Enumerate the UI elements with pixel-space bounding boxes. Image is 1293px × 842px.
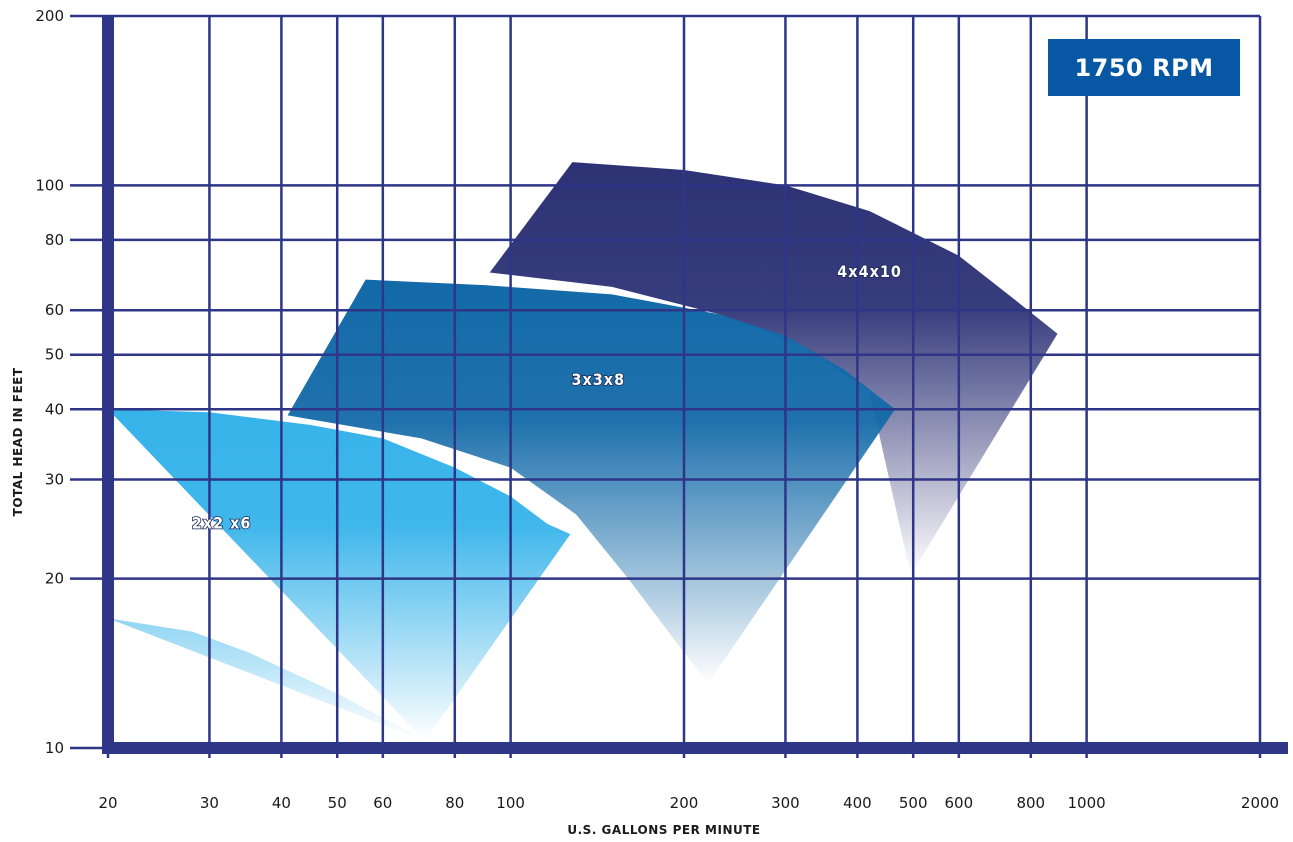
x-tick-label: 600	[945, 794, 974, 812]
x-tick-label: 800	[1016, 794, 1045, 812]
y-tick-label: 40	[45, 400, 64, 418]
x-tick-label: 300	[771, 794, 800, 812]
region-4x4x10	[489, 162, 1058, 575]
region-labels: 2x2 x6 3x3x8 4x4x10	[191, 261, 902, 533]
x-tick-label: 400	[843, 794, 872, 812]
y-tick-label: 50	[45, 346, 64, 364]
y-tick-label: 100	[35, 176, 64, 194]
x-tick-label: 2000	[1241, 794, 1279, 812]
region-3x3x8	[287, 279, 896, 684]
y-axis-title: TOTAL HEAD IN FEET	[11, 367, 25, 516]
x-tick-label: 80	[445, 794, 464, 812]
x-tick-label: 50	[328, 794, 347, 812]
region-label: 2x2 x6	[192, 514, 252, 533]
x-axis-line	[102, 742, 1288, 754]
y-tick-label: 200	[35, 7, 64, 25]
tick-labels: 20 30 40 50 60 80 100 200 300 400 500 600 800 1000 200…	[35, 7, 1279, 812]
y-axis-line	[102, 16, 114, 754]
y-tick-label: 10	[45, 739, 64, 757]
y-tick-label: 30	[45, 471, 64, 489]
y-tick-label: 20	[45, 570, 64, 588]
region-label: 3x3x8	[571, 370, 625, 389]
y-tick-label: 80	[45, 231, 64, 249]
coverage-regions	[108, 162, 1058, 741]
rpm-badge: 1750 RPM	[1048, 39, 1240, 96]
x-tick-label: 30	[200, 794, 219, 812]
x-tick-label: 20	[98, 794, 117, 812]
x-axis-title: U.S. GALLONS PER MINUTE	[567, 823, 760, 837]
x-tick-label: 1000	[1068, 794, 1106, 812]
chart-axes	[102, 16, 1288, 754]
x-tick-label: 60	[373, 794, 392, 812]
region-label: 4x4x10	[837, 262, 902, 281]
x-tick-label: 40	[272, 794, 291, 812]
chart-grid	[70, 14, 1262, 758]
x-tick-label: 500	[899, 794, 928, 812]
y-tick-label: 60	[45, 301, 64, 319]
x-tick-label: 100	[496, 794, 525, 812]
x-tick-label: 200	[670, 794, 699, 812]
